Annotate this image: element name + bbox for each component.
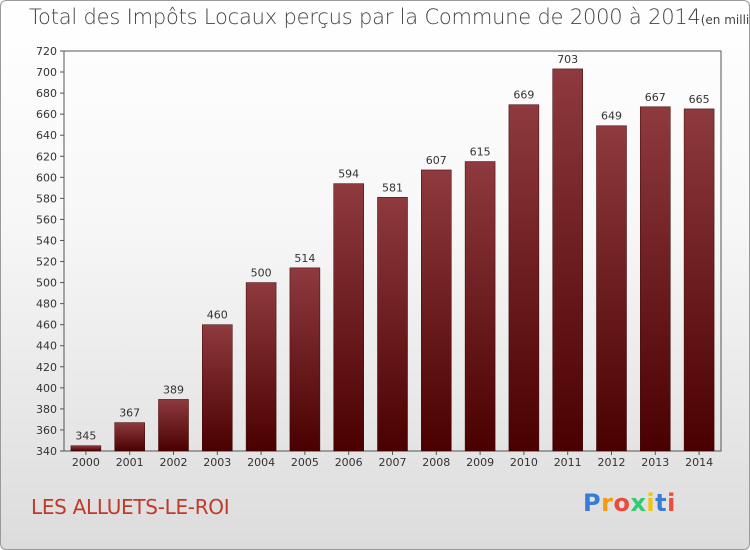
data-label: 581: [382, 181, 403, 194]
logo-letter: o: [613, 489, 631, 517]
x-tick-label: 2007: [379, 456, 407, 469]
bar: [508, 104, 540, 452]
unit-note: (en milliers d'€): [700, 13, 750, 27]
data-label: 594: [338, 168, 359, 181]
bar: [640, 106, 671, 452]
data-label: 607: [426, 154, 447, 167]
bar: [333, 183, 364, 452]
x-tick-label: 2000: [72, 456, 100, 469]
bar: [70, 445, 102, 452]
x-tick-label: 2004: [247, 456, 275, 469]
bar: [683, 108, 715, 452]
y-tick-label: 640: [36, 129, 57, 142]
x-tick-label: 2005: [291, 456, 319, 469]
logo-letter: t: [655, 489, 668, 517]
y-tick-label: 380: [36, 403, 57, 416]
x-tick-label: 2001: [116, 456, 144, 469]
x-tick-label: 2013: [641, 456, 669, 469]
y-tick-label: 580: [36, 192, 57, 205]
data-label: 665: [689, 93, 710, 106]
logo-letter: P: [583, 489, 602, 517]
x-tick-label: 2014: [685, 456, 713, 469]
x-tick-label: 2012: [598, 456, 626, 469]
data-label: 500: [251, 267, 272, 280]
y-tick-label: 720: [36, 45, 57, 58]
bar: [377, 197, 408, 452]
proxiti-logo: Proxiti: [583, 489, 676, 517]
bar: [114, 422, 145, 452]
data-label: 615: [470, 146, 491, 159]
bar: [158, 399, 189, 452]
bar: [202, 324, 233, 452]
data-label: 389: [163, 383, 184, 396]
x-tick-label: 2006: [335, 456, 363, 469]
y-tick-label: 340: [36, 445, 57, 458]
y-tick-label: 360: [36, 424, 57, 437]
x-tick-label: 2002: [160, 456, 188, 469]
y-tick-label: 560: [36, 213, 57, 226]
bar: [552, 68, 583, 452]
data-label: 345: [75, 430, 96, 443]
logo-letter: i: [667, 489, 676, 517]
bar: [245, 282, 277, 452]
y-tick-label: 700: [36, 66, 57, 79]
data-label: 514: [294, 252, 315, 265]
bar: [289, 267, 321, 452]
commune-name: LES ALLUETS-LE-ROI: [31, 495, 230, 519]
y-tick-label: 620: [36, 150, 57, 163]
x-tick-label: 2003: [203, 456, 231, 469]
logo-letter: x: [630, 489, 647, 517]
x-tick-label: 2010: [510, 456, 538, 469]
logo-letter: i: [646, 489, 656, 517]
y-tick-label: 400: [36, 382, 57, 395]
bar: [464, 161, 496, 452]
logo-letter: r: [601, 489, 614, 517]
y-tick-label: 460: [36, 319, 57, 332]
data-label: 703: [557, 53, 578, 66]
y-tick-label: 600: [36, 171, 57, 184]
bar: [596, 125, 627, 452]
y-tick-label: 520: [36, 256, 57, 269]
y-tick-label: 480: [36, 298, 57, 311]
chart-title: Total des Impôts Locaux perçus par la Co…: [29, 5, 701, 29]
data-label: 669: [513, 89, 534, 102]
x-tick-label: 2009: [466, 456, 494, 469]
bar: [421, 169, 452, 452]
x-tick-label: 2008: [422, 456, 450, 469]
data-label: 460: [207, 309, 228, 322]
y-tick-label: 440: [36, 340, 57, 353]
x-tick-label: 2011: [554, 456, 582, 469]
data-label: 367: [119, 407, 140, 420]
data-label: 649: [601, 110, 622, 123]
y-tick-label: 540: [36, 234, 57, 247]
chart-title-block: Total des Impôts Locaux perçus par la Co…: [29, 5, 750, 29]
y-tick-label: 500: [36, 277, 57, 290]
data-label: 667: [645, 91, 666, 104]
y-tick-label: 660: [36, 108, 57, 121]
y-tick-label: 680: [36, 87, 57, 100]
y-tick-label: 420: [36, 361, 57, 374]
